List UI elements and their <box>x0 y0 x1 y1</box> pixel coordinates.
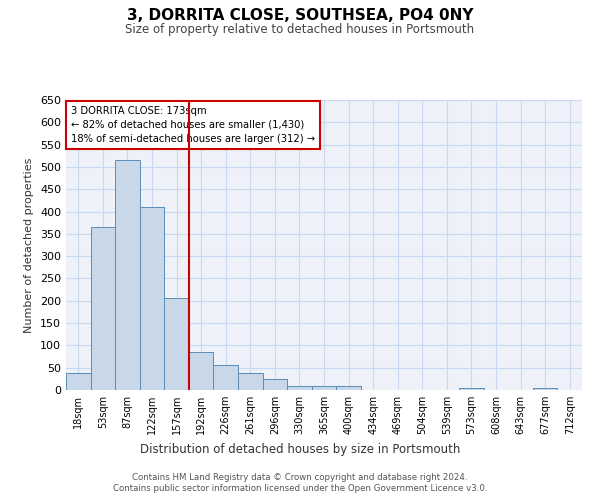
Y-axis label: Number of detached properties: Number of detached properties <box>25 158 34 332</box>
Bar <box>66 373 91 390</box>
Text: 3, DORRITA CLOSE, SOUTHSEA, PO4 0NY: 3, DORRITA CLOSE, SOUTHSEA, PO4 0NY <box>127 8 473 22</box>
Bar <box>164 298 189 390</box>
Text: Size of property relative to detached houses in Portsmouth: Size of property relative to detached ho… <box>125 22 475 36</box>
Bar <box>91 227 115 390</box>
Bar <box>533 388 557 390</box>
Bar <box>263 380 287 390</box>
Bar <box>336 386 361 390</box>
Bar <box>238 374 263 390</box>
Text: Contains HM Land Registry data © Crown copyright and database right 2024.: Contains HM Land Registry data © Crown c… <box>132 472 468 482</box>
Bar <box>312 386 336 390</box>
Bar <box>214 366 238 390</box>
Text: Distribution of detached houses by size in Portsmouth: Distribution of detached houses by size … <box>140 442 460 456</box>
Bar <box>459 388 484 390</box>
Bar <box>115 160 140 390</box>
Text: Contains public sector information licensed under the Open Government Licence v3: Contains public sector information licen… <box>113 484 487 493</box>
Text: 3 DORRITA CLOSE: 173sqm
← 82% of detached houses are smaller (1,430)
18% of semi: 3 DORRITA CLOSE: 173sqm ← 82% of detache… <box>71 106 315 144</box>
Bar <box>189 352 214 390</box>
Bar <box>140 207 164 390</box>
Bar <box>287 386 312 390</box>
